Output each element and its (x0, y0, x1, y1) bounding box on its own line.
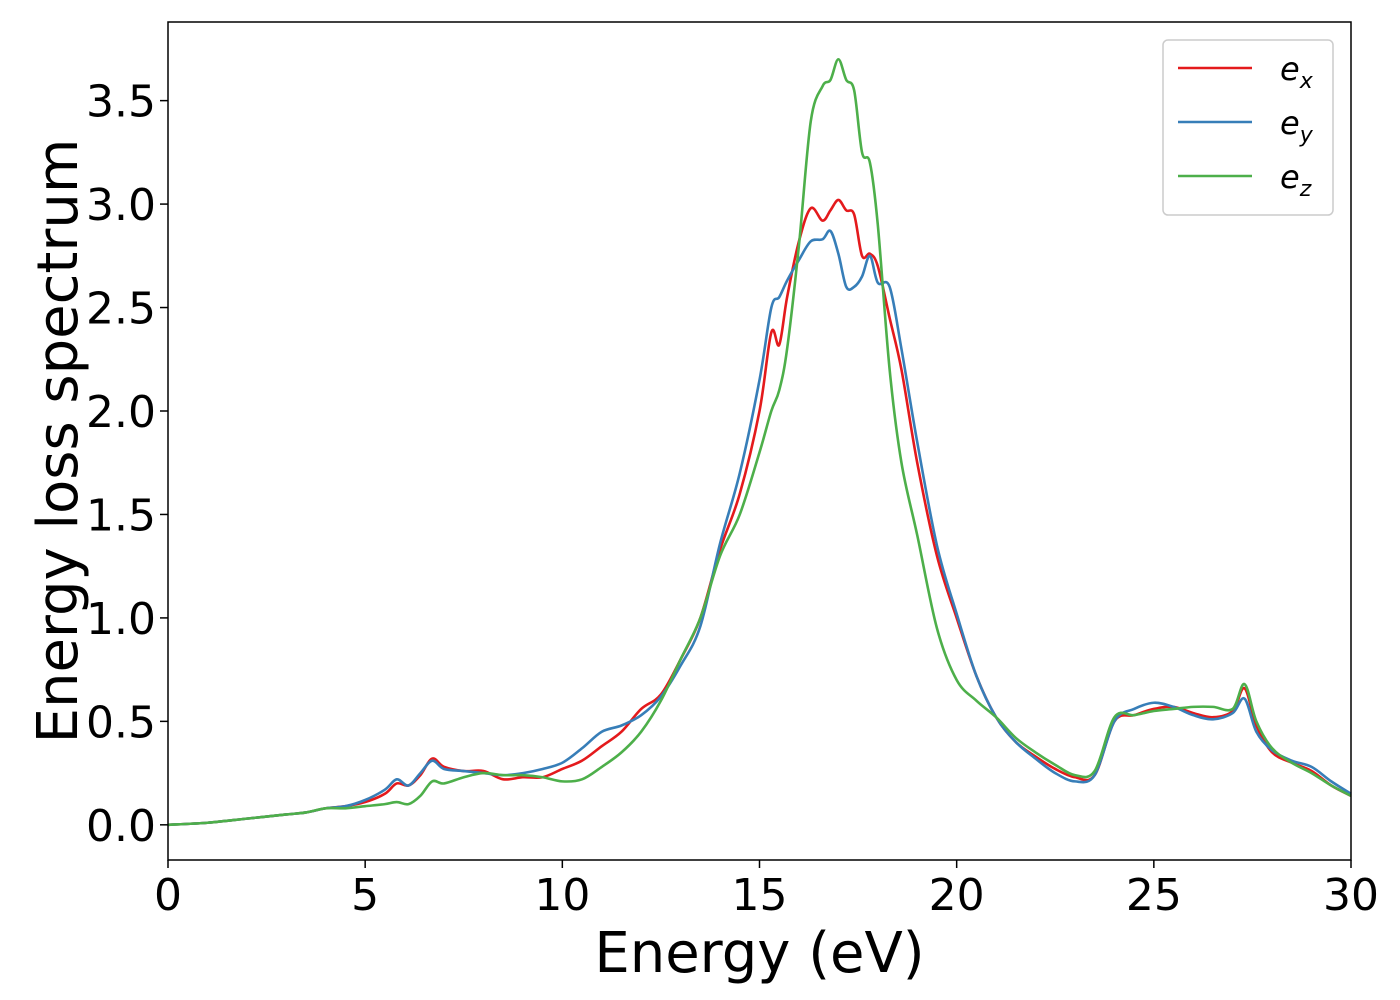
plot-area (167, 57, 1352, 827)
y-axis-label: Energy loss spectrum (26, 139, 91, 744)
x-tick-label: 15 (732, 870, 788, 921)
y-tick-label: 2.0 (86, 387, 156, 438)
legend-label-subscript: z (1299, 177, 1312, 202)
y-tick-label: 0.0 (86, 801, 156, 852)
y-tick-label: 2.5 (86, 284, 156, 335)
legend-label-base: e (1280, 158, 1300, 196)
legend-label-subscript: x (1299, 69, 1314, 94)
legend-label-ez: ez (1280, 158, 1312, 202)
y-tick-label: 3.0 (86, 180, 156, 231)
y-tick-label: 3.5 (86, 77, 156, 128)
x-tick-label: 0 (154, 870, 182, 921)
legend-box (1162, 39, 1334, 216)
x-tick-label: 25 (1126, 870, 1182, 921)
x-tick-label: 10 (534, 870, 590, 921)
y-tick-label: 0.5 (86, 697, 156, 748)
legend-label-base: e (1280, 104, 1300, 142)
legend-label-ey: ey (1280, 104, 1314, 148)
x-axis-label: Energy (eV) (594, 921, 924, 986)
series-lines (167, 57, 1352, 827)
legend-label-base: e (1280, 50, 1300, 88)
y-tick-label: 1.0 (86, 594, 156, 645)
series-line-ex (167, 198, 1352, 827)
plot-frame (167, 21, 1352, 861)
axis-ticks (160, 99, 1352, 868)
legend-label-subscript: y (1299, 123, 1314, 148)
x-tick-label: 5 (351, 870, 379, 921)
legend-label-ex: ex (1280, 50, 1314, 94)
y-tick-label: 1.5 (86, 490, 156, 541)
tick-labels: 0 5 10 15 20 25 30 0.0 0.5 1.0 1.5 2.0 2.5 3.0 3.5 (86, 77, 1379, 921)
x-tick-label: 30 (1323, 870, 1379, 921)
series-line-ez (167, 57, 1352, 827)
x-tick-label: 20 (929, 870, 985, 921)
series-line-ey (167, 229, 1352, 827)
